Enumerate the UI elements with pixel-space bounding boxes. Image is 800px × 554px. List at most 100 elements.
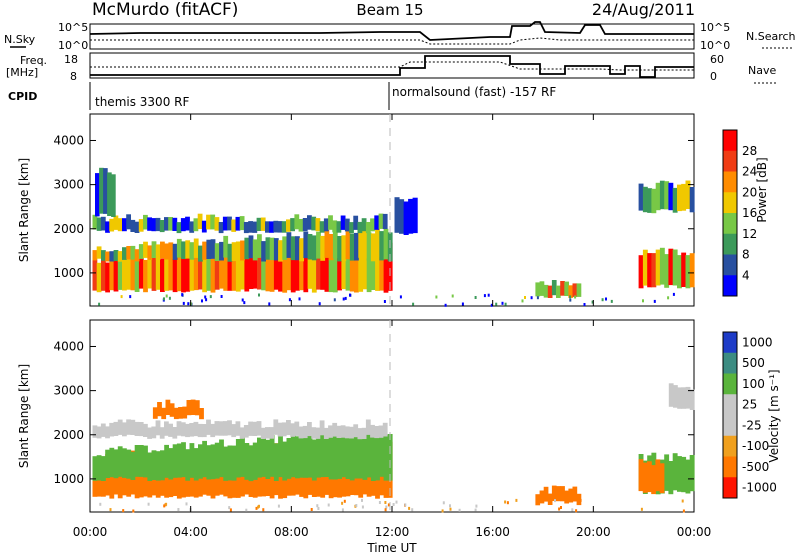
velocity-speckle <box>404 503 407 507</box>
velocity-patch-1-cell <box>248 445 254 482</box>
power-patch-6-cell <box>677 184 682 212</box>
power-patch-0-cell <box>126 256 132 290</box>
freq-label-1: Freq. <box>20 54 47 67</box>
velocity-patch-2-cell <box>92 425 98 438</box>
power-patch-0-cell <box>358 246 364 292</box>
power-patch-1-cell <box>105 251 110 262</box>
power-patch-2-cell <box>298 219 304 232</box>
velocity-speckle <box>327 503 330 507</box>
power-colorbar-tick-3: 16 <box>742 206 757 220</box>
power-ylabel: Slant Range [km] <box>17 158 31 262</box>
velocity-patch-2-cell <box>248 421 253 436</box>
velocity-speckle <box>316 504 319 508</box>
power-patch-6-cell <box>651 188 657 214</box>
power-patch-0-cell <box>311 250 317 293</box>
power-patch-2-cell <box>155 217 161 232</box>
power-patch-7-cell <box>572 283 578 297</box>
power-patch-0-cell <box>316 244 321 290</box>
power-patch-7-cell <box>560 281 565 296</box>
power-patch-1-cell <box>248 235 254 259</box>
velocity-speckle <box>515 498 518 502</box>
velocity-speckle <box>449 504 451 508</box>
velocity-patch-2-cell <box>328 425 333 438</box>
velocity-patch-1-cell <box>109 447 115 478</box>
velocity-patch-1-cell <box>366 429 372 478</box>
velocity-patch-1-cell <box>164 444 169 478</box>
power-speckle <box>490 303 493 307</box>
power-patch-0-cell <box>109 257 115 291</box>
velocity-speckle <box>361 498 363 502</box>
velocity-patch-1-cell <box>349 436 355 481</box>
power-patch-1-cell <box>282 236 288 260</box>
velocity-panel: Slant Range [km] 1000 2000 3000 4000 <box>17 319 695 513</box>
power-patch-1-cell <box>278 240 283 262</box>
power-patch-0-cell <box>387 242 393 291</box>
freq-tick-high: 18 <box>64 53 78 66</box>
velocity-patch-3-cell <box>199 408 204 420</box>
velocity-patch-2-cell <box>138 422 144 437</box>
velocity-speckle <box>163 504 166 508</box>
power-patch-2-cell <box>105 221 110 233</box>
power-patch-1-cell <box>311 235 317 261</box>
power-speckle <box>653 299 656 303</box>
velocity-patch-2-cell <box>336 425 342 438</box>
velocity-colorbar-tick-0: 1000 <box>742 335 773 349</box>
power-patch-1-cell <box>130 245 136 260</box>
power-speckle <box>601 298 604 302</box>
power-patch-0-cell <box>160 258 165 292</box>
power-patch-1-cell <box>295 236 300 261</box>
velocity-colorbar-color-3 <box>723 394 737 416</box>
power-patch-0-cell <box>383 246 389 293</box>
velocity-colorbar-color-6 <box>723 456 737 478</box>
power-patch-0-cell <box>122 257 127 291</box>
velocity-patch-2-cell <box>374 426 380 439</box>
velocity-speckle <box>458 508 461 512</box>
power-speckle <box>524 296 526 299</box>
power-patch-3-cell <box>103 168 108 214</box>
velocity-speckle <box>245 508 248 512</box>
power-patch-4-cell <box>412 197 418 234</box>
velocity-patch-3-cell <box>186 400 192 416</box>
power-patch-2-cell <box>172 217 178 231</box>
nsearch-trace <box>90 37 694 45</box>
power-patch-2-cell <box>302 218 308 232</box>
velocity-patch-2-cell <box>109 422 115 437</box>
power-ytick-label-0: 1000 <box>53 266 84 280</box>
velocity-colorbar-tick-7: -1000 <box>742 481 777 495</box>
power-patch-0-cell <box>290 251 296 293</box>
velocity-colorbar-tick-1: 500 <box>742 356 765 370</box>
power-patch-0-cell <box>332 249 338 293</box>
velocity-patch-2-cell <box>290 423 295 437</box>
power-colorbar-color-3 <box>723 192 737 214</box>
velocity-speckle <box>682 509 685 513</box>
power-patch-0-cell <box>134 260 140 292</box>
power-speckle <box>163 297 165 301</box>
power-speckle <box>181 293 184 297</box>
velocity-speckle <box>392 503 395 506</box>
power-patch-1-cell <box>202 241 207 260</box>
frequency-panel: Freq. [MHz] 18 8 60 0 Nave <box>6 52 776 84</box>
velocity-speckle <box>475 504 478 508</box>
velocity-patch-6-cell <box>685 386 691 409</box>
power-patch-4-cell <box>394 197 400 233</box>
velocity-speckle <box>378 501 381 504</box>
power-patch-2-cell <box>147 217 152 231</box>
velocity-patch-2-cell <box>269 427 274 439</box>
velocity-speckle <box>441 509 444 513</box>
power-speckle <box>667 296 670 300</box>
velocity-patch-2-cell <box>96 426 102 439</box>
velocity-patch-4-cell <box>664 454 670 491</box>
velocity-patch-1-cell <box>210 444 216 480</box>
power-patch-1-cell <box>316 231 321 259</box>
power-patch-1-cell <box>328 234 334 261</box>
velocity-speckle <box>177 508 180 511</box>
power-speckle <box>521 299 524 303</box>
velocity-speckle <box>504 500 507 504</box>
velocity-speckle <box>122 509 125 513</box>
power-patch-2-cell <box>109 218 115 232</box>
velocity-patch-2-cell <box>239 427 245 439</box>
power-patch-0-cell <box>189 254 195 291</box>
velocity-speckle <box>411 508 414 512</box>
velocity-speckle <box>132 509 135 513</box>
velocity-speckle <box>385 505 388 509</box>
